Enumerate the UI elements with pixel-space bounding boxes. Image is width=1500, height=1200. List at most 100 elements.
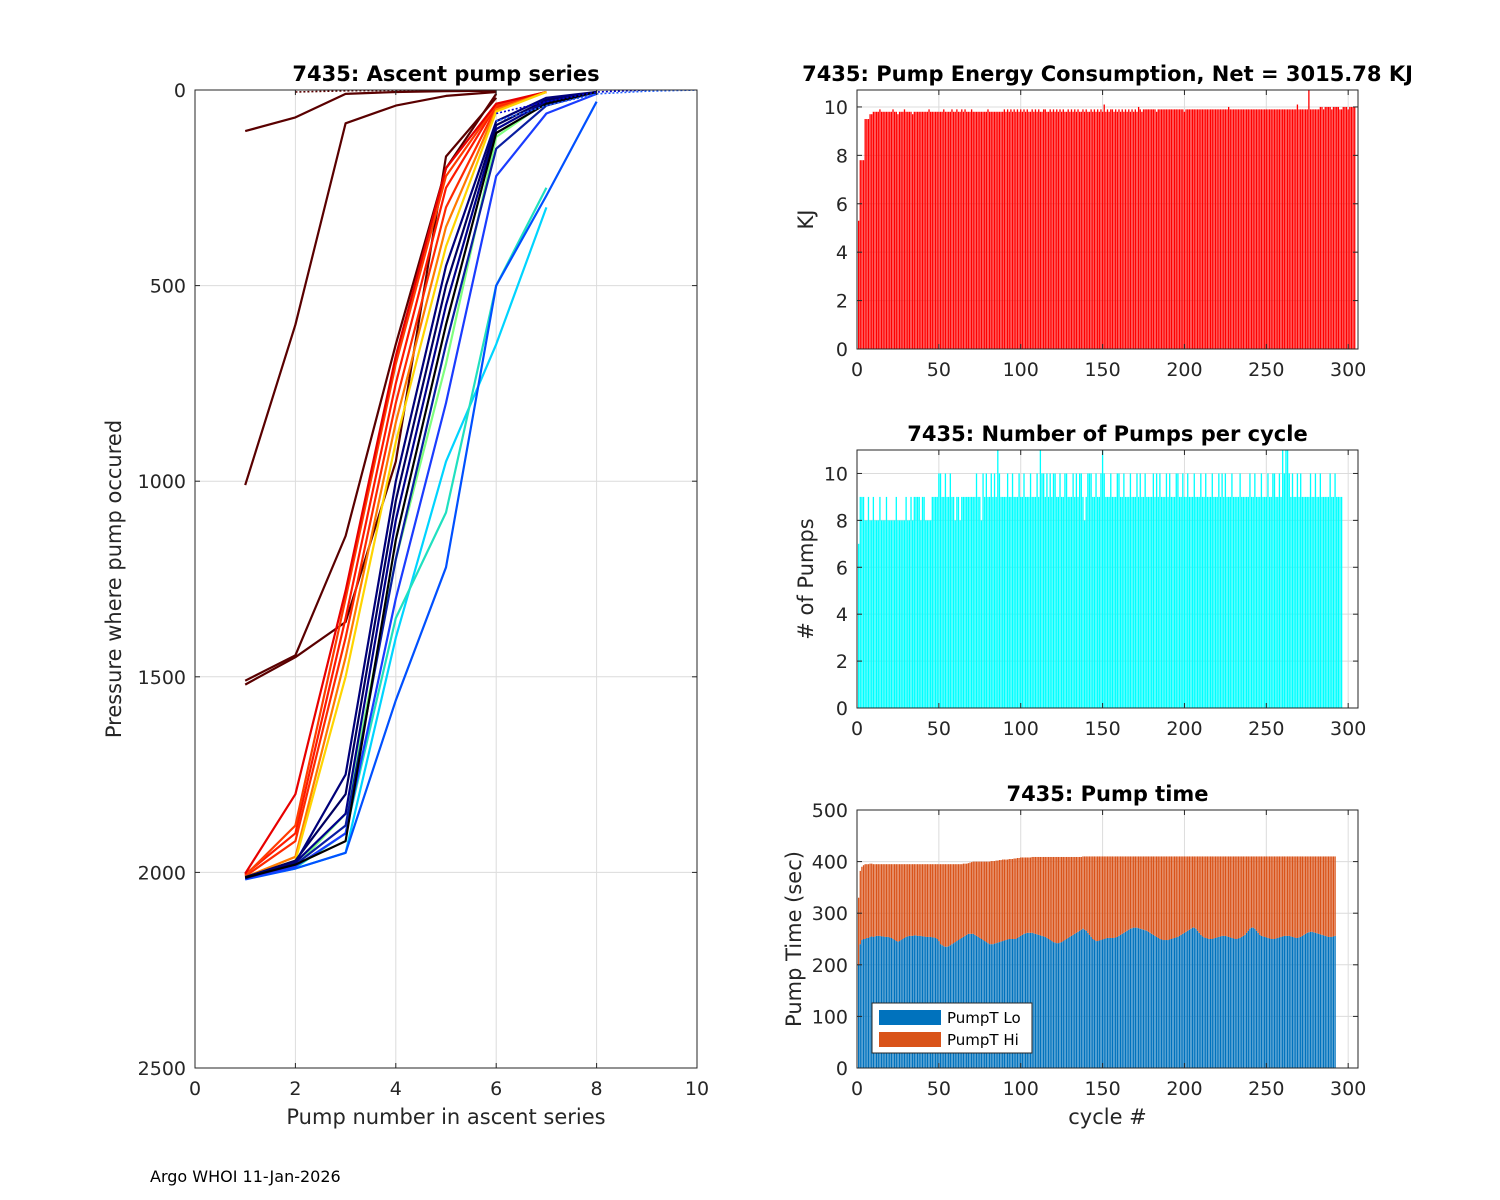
bar [890, 520, 893, 708]
bar [1077, 856, 1079, 932]
bar [1021, 934, 1024, 1068]
bar [889, 864, 891, 938]
bar [956, 864, 958, 942]
bar [1308, 90, 1310, 349]
bar [1119, 496, 1122, 708]
y-tick-label: 400 [812, 852, 848, 874]
bar [1021, 496, 1024, 708]
bar [1142, 496, 1145, 708]
bar [1098, 496, 1100, 708]
bar [1031, 932, 1033, 1068]
bar [1180, 109, 1182, 349]
bar [931, 864, 933, 938]
bar [918, 496, 920, 708]
bar [1239, 937, 1241, 1068]
bar [1097, 941, 1099, 1068]
bar [1072, 473, 1074, 708]
bar [1314, 856, 1317, 933]
bar [1265, 109, 1267, 349]
bar [1324, 106, 1326, 349]
bar [1010, 109, 1012, 349]
bar [1257, 932, 1259, 1068]
bar [1106, 937, 1109, 1068]
bar [861, 940, 863, 1068]
bar [1226, 936, 1228, 1068]
bar [1028, 111, 1030, 349]
bar [879, 496, 881, 708]
bar [1250, 927, 1253, 1068]
bar [1180, 856, 1182, 935]
bar [1316, 109, 1318, 349]
bar [1087, 932, 1089, 1068]
bar [934, 864, 937, 938]
bar [1339, 109, 1341, 349]
bar [1024, 111, 1027, 349]
bar [1093, 496, 1096, 708]
bar [905, 936, 907, 1068]
bar [1147, 109, 1150, 349]
bar [1280, 496, 1282, 708]
bar [869, 936, 871, 1068]
bar [1133, 856, 1135, 928]
bar [1273, 109, 1276, 349]
bar [1134, 109, 1136, 349]
bar [977, 936, 979, 1068]
bar [1319, 856, 1321, 935]
bar [925, 111, 927, 349]
bar [961, 864, 963, 938]
bar [910, 935, 912, 1068]
bar [1146, 496, 1148, 708]
ascent-series-line [244, 90, 497, 133]
bar [1093, 940, 1096, 1068]
bar [912, 114, 914, 349]
bar [923, 496, 925, 708]
bar [1067, 856, 1069, 938]
bar [910, 496, 912, 708]
bar [1088, 934, 1091, 1068]
bar [1147, 856, 1150, 932]
bar [1070, 856, 1073, 936]
bar [1155, 111, 1158, 349]
bar [979, 496, 981, 708]
bar [1183, 496, 1186, 708]
bar [1324, 496, 1326, 708]
bar [1301, 496, 1303, 708]
bar [1201, 496, 1204, 708]
bar [1036, 473, 1038, 708]
bar [1121, 933, 1123, 1068]
bar [1046, 937, 1048, 1068]
bar [1136, 473, 1138, 708]
bar [936, 864, 938, 939]
bar [864, 119, 866, 349]
bar [1228, 856, 1230, 937]
bar [1234, 939, 1236, 1068]
bar [898, 864, 901, 942]
bar [1101, 856, 1104, 940]
bar [1162, 940, 1164, 1068]
footer-text: Argo WHOI 11-Jan-2026 [150, 1167, 341, 1186]
bar [944, 473, 947, 708]
bar [1327, 856, 1330, 937]
bar [1103, 856, 1105, 939]
bar [1034, 856, 1037, 934]
bar [957, 111, 960, 349]
ascent-series-line [244, 90, 597, 879]
bar [1077, 109, 1079, 349]
bar [1214, 109, 1217, 349]
bar [1092, 496, 1094, 708]
bar [1298, 109, 1300, 349]
bar [1336, 496, 1338, 708]
bar [1165, 473, 1168, 708]
bar [952, 864, 955, 944]
bar [916, 496, 919, 708]
bar [1205, 109, 1207, 349]
bar [1069, 856, 1071, 937]
bar [1083, 856, 1086, 930]
ascent-series-line [244, 90, 547, 875]
bar [1075, 111, 1078, 349]
bar [1322, 935, 1325, 1068]
x-tick-label: 150 [1084, 718, 1120, 740]
bar [1291, 856, 1294, 937]
bar [972, 933, 974, 1068]
bar [1272, 856, 1274, 939]
